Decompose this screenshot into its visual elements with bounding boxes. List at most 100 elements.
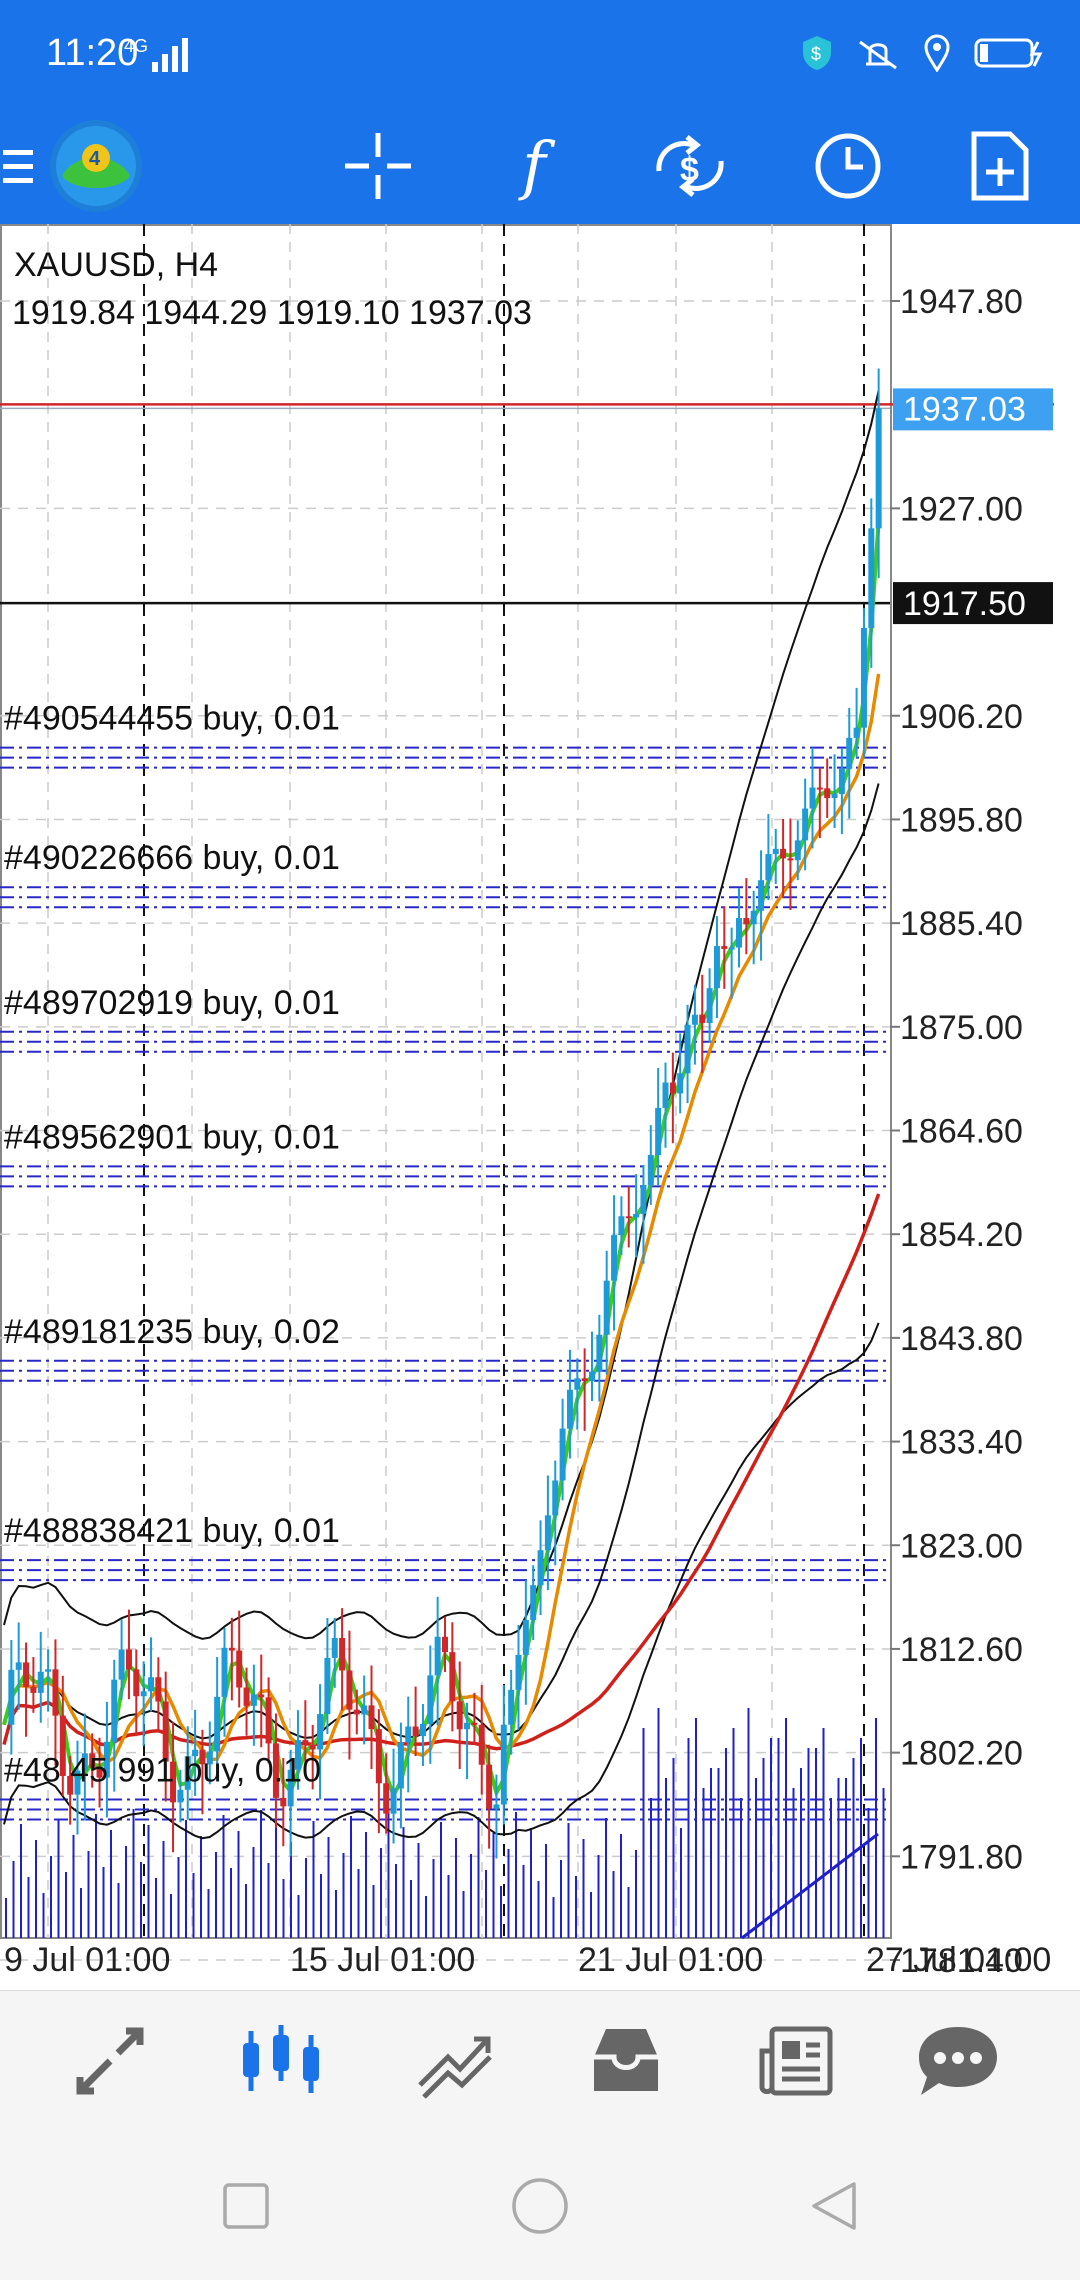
order-label[interactable]: #489562901 buy, 0.01 <box>4 1118 340 1156</box>
nav-history[interactable] <box>566 2001 686 2121</box>
candle-body <box>500 1724 507 1805</box>
candle-body <box>838 768 845 795</box>
candle-body <box>317 1714 324 1750</box>
candle-body <box>868 528 875 629</box>
price-tick-label: 1885.40 <box>900 905 1023 943</box>
price-chart[interactable]: #490544455 buy, 0.01 #490226666 buy, 0.01… <box>0 224 1080 1989</box>
menu-button[interactable] <box>0 108 40 224</box>
price-tick-label: 1823.00 <box>900 1527 1023 1565</box>
nav-quotes[interactable] <box>50 2001 170 2121</box>
candle-body <box>295 1740 301 1770</box>
candle-body <box>148 1677 154 1692</box>
candle-body <box>478 1724 485 1765</box>
candle-body <box>875 408 882 529</box>
nav-chat[interactable] <box>898 2001 1018 2121</box>
candle-body <box>45 1669 52 1672</box>
price-tick-label: 1843.80 <box>900 1320 1023 1358</box>
candle-body <box>361 1705 368 1715</box>
trade-button[interactable]: $ <box>640 108 740 224</box>
candle-body <box>750 910 757 925</box>
mid-moving-average <box>2 673 881 1765</box>
recents-button[interactable] <box>206 2166 286 2246</box>
candle-body <box>860 628 867 728</box>
candle-body <box>23 1662 30 1687</box>
candle-body <box>15 1662 22 1670</box>
candle-body <box>816 787 823 790</box>
candle-body <box>544 1515 551 1551</box>
order-label[interactable]: #48 45 991 buy, 0.10 <box>4 1751 321 1789</box>
candle-body <box>566 1389 573 1429</box>
candle-body <box>346 1670 353 1710</box>
candle-body <box>508 1689 515 1725</box>
candle-body <box>331 1637 338 1658</box>
home-icon <box>512 2178 568 2234</box>
back-button[interactable] <box>794 2166 874 2246</box>
order-label[interactable]: #489181235 buy, 0.02 <box>4 1313 340 1351</box>
system-navigation <box>0 2130 1080 2280</box>
indicators-icon: f <box>522 129 546 203</box>
candle-body <box>96 1767 103 1778</box>
candle-body <box>706 988 713 1023</box>
current-price-label: 1937.03 <box>903 390 1026 428</box>
chart-icon <box>243 2025 319 2093</box>
candle-body <box>302 1740 309 1745</box>
candle-body <box>581 1378 588 1382</box>
crosshair-button[interactable] <box>330 108 426 224</box>
candle-body <box>155 1677 162 1702</box>
svg-text:$: $ <box>680 151 699 189</box>
order-label[interactable]: #490544455 buy, 0.01 <box>4 700 340 738</box>
candle-body <box>589 1371 595 1382</box>
candle-body <box>603 1280 610 1335</box>
volume-ma-line <box>741 1832 879 1940</box>
chart-toolbar: 4 f $ <box>0 108 1080 224</box>
app-logo-button[interactable]: 4 <box>46 108 146 224</box>
candle-body <box>552 1480 559 1516</box>
indicators-button[interactable]: f <box>486 108 582 224</box>
nav-news[interactable] <box>738 2001 858 2121</box>
candle-body <box>375 1729 382 1784</box>
svg-text:4: 4 <box>89 148 101 170</box>
order-label[interactable]: #490226666 buy, 0.01 <box>4 839 340 877</box>
candle-body <box>794 840 801 861</box>
candle-body <box>434 1636 441 1676</box>
candle-body <box>831 794 838 799</box>
candle-body <box>412 1726 419 1737</box>
time-tick-label: 27 Jul 01:00 <box>866 1941 1051 1979</box>
price-tick-label: 1781.40 <box>900 1942 1023 1980</box>
nav-trade[interactable] <box>394 2001 514 2121</box>
timeframe-button[interactable] <box>800 108 896 224</box>
new-order-button[interactable] <box>952 108 1048 224</box>
candle-body <box>633 1213 640 1218</box>
history-icon <box>594 2029 658 2091</box>
crosshair-price-label: 1917.50 <box>903 585 1026 623</box>
candle-body <box>258 1694 265 1698</box>
candle-body <box>471 1722 478 1725</box>
location-icon <box>924 34 950 72</box>
candle-body <box>397 1742 404 1789</box>
candle-body <box>111 1679 118 1742</box>
candle-body <box>339 1637 346 1671</box>
new-order-icon <box>971 131 1029 201</box>
candle-body <box>133 1669 140 1697</box>
crosshair-icon <box>345 133 411 199</box>
candle-body <box>824 788 831 799</box>
candle-body <box>721 946 728 949</box>
bollinger-lower <box>3 1322 880 1840</box>
candle-body <box>8 1669 15 1725</box>
order-label[interactable]: #489702919 buy, 0.01 <box>4 984 340 1022</box>
time-tick-label: 9 Jul 01:00 <box>4 1941 170 1979</box>
candle-body <box>559 1428 566 1481</box>
ohlc-values: 1919.84 1944.29 1919.10 1937.03 <box>12 294 532 332</box>
candle-body <box>743 918 750 925</box>
order-label[interactable]: #488838421 buy, 0.01 <box>4 1512 340 1550</box>
status-time: 11:20 <box>46 32 139 74</box>
menu-icon <box>3 150 33 183</box>
signal-icon <box>152 38 188 72</box>
current-price-tag <box>893 388 1053 431</box>
chart-area[interactable]: #490544455 buy, 0.01 #490226666 buy, 0.01… <box>0 224 1080 1989</box>
candle-body <box>192 1749 199 1757</box>
home-button[interactable] <box>500 2166 580 2246</box>
quotes-icon <box>76 2027 144 2095</box>
candle-body <box>405 1726 412 1743</box>
nav-chart[interactable] <box>222 2001 342 2121</box>
